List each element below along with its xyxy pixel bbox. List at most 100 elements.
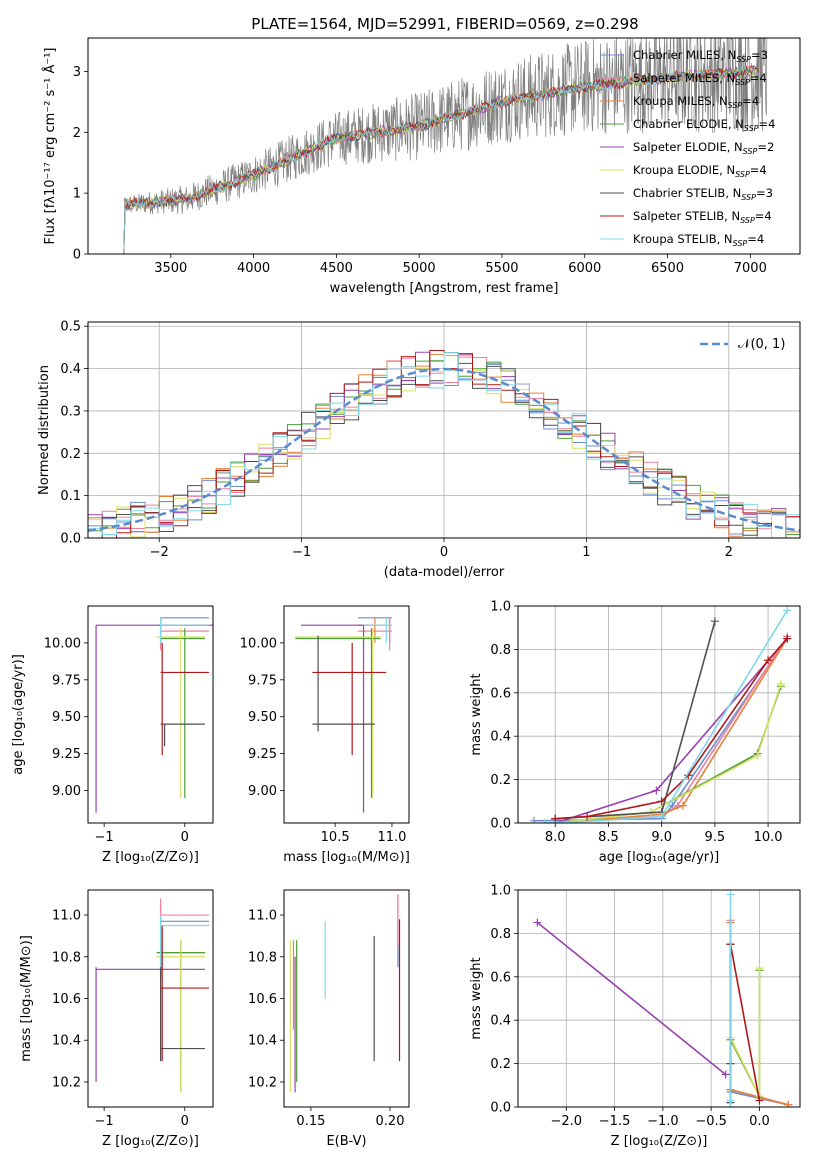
- axes-frame: [517, 889, 801, 1108]
- x-tick-label: 4000: [237, 261, 270, 276]
- x-tick-label: 0: [181, 1114, 189, 1129]
- y-tick-label: 0.2: [490, 773, 511, 788]
- x-tick-label: 0.0: [749, 1114, 770, 1129]
- axes-massweight-vs-age: 8.0 8.5 9.0 9.5 10.0 0.0 0.2 0.4 0.6 0.8 1.0 age [l…: [469, 600, 801, 865]
- y-tick-label: 9.50: [248, 710, 277, 725]
- mass-weight-marker-7: [657, 797, 666, 806]
- legend-label: Salpeter ELODIE, NSSP=2: [633, 140, 774, 156]
- y-tick-label: 0.2: [490, 1057, 511, 1072]
- axes-age-vs-mass: 10.5 11.0 9.00 9.25 9.50 9.75 10.00 mass [log₁₀…: [240, 605, 410, 865]
- x-tick-label: 0: [440, 545, 448, 560]
- x-axis-label: age [log₁₀(age/yr)]: [599, 850, 720, 865]
- mass-weight-marker-2: [678, 801, 687, 810]
- x-axis-label: Z [log₁₀(Z/Z⊙)]: [611, 1134, 708, 1149]
- mass-weight-marker-7: [764, 656, 773, 665]
- y-tick-label: 10.6: [52, 992, 81, 1007]
- y-tick-label: 10.4: [248, 1034, 277, 1049]
- legend-label: Salpeter MILES, NSSP=4: [633, 71, 767, 87]
- y-tick-label: 0: [73, 248, 81, 263]
- x-axis-label: wavelength [Angstrom, rest frame]: [330, 281, 559, 296]
- mass-weight-marker-6: [710, 617, 719, 626]
- y-axis-label: Flux [fλ10⁻¹⁷ erg cm⁻² s⁻¹ Å⁻¹]: [42, 48, 58, 245]
- axes-frame: [283, 605, 410, 824]
- plot-area-age-vs-Z: [95, 617, 213, 813]
- x-tick-label: −1: [95, 1114, 114, 1129]
- mass-weight-marker-8: [726, 1103, 735, 1107]
- legend-label: Kroupa STELIB, NSSP=4: [633, 232, 764, 248]
- mass-weight-marker-4: [721, 1070, 730, 1079]
- y-axis-label: mass weight: [469, 673, 484, 755]
- plot-area-mass-vs-Z: [95, 898, 209, 1093]
- x-tick-label: 3500: [154, 261, 187, 276]
- plot-area-residuals: [88, 350, 800, 538]
- x-tick-label: 2: [725, 545, 733, 560]
- y-tick-label: 11.0: [52, 909, 81, 924]
- y-tick-label: 0.0: [490, 1101, 511, 1116]
- mass-weight-marker-7: [755, 1096, 764, 1105]
- axes-mass-vs-Z: −1 0 10.2 10.4 10.6 10.8 11.0 Z [log₁₀(Z/Z⊙)] ma…: [19, 889, 214, 1149]
- mass-weight-line-2: [555, 638, 788, 823]
- y-tick-label: 0.6: [490, 970, 511, 985]
- y-tick-label: 9.00: [52, 784, 81, 799]
- x-tick-label: 9.0: [651, 830, 672, 845]
- x-tick-label: −1: [95, 830, 114, 845]
- y-tick-label: 9.25: [248, 747, 277, 762]
- x-tick-label: −1.0: [647, 1114, 679, 1129]
- plot-area-massweight-vs-Z: [533, 890, 793, 1107]
- y-tick-label: 1: [73, 187, 81, 202]
- y-tick-label: 0.1: [60, 489, 81, 504]
- x-tick-label: 0.15: [296, 1114, 325, 1129]
- y-tick-label: 9.00: [248, 784, 277, 799]
- y-tick-label: 0.4: [490, 730, 511, 745]
- legend-gaussian-label: 𝒩(0, 1): [738, 337, 785, 352]
- axes-frame: [517, 605, 801, 824]
- mass-weight-marker-8: [726, 890, 735, 899]
- mass-weight-marker-8: [593, 816, 602, 823]
- x-tick-label: −2.0: [550, 1114, 582, 1129]
- y-axis-label: age [log₁₀(age/yr)]: [11, 654, 26, 775]
- legend-label: Kroupa MILES, NSSP=4: [633, 94, 759, 110]
- x-tick-label: 10.5: [321, 830, 350, 845]
- mass-weight-marker-0: [529, 816, 538, 823]
- axes-spectrum: 3500 4000 4500 5000 5500 6000 6500 7000 0 1 2 3 wave…: [42, 37, 801, 296]
- legend-label: Chabrier STELIB, NSSP=3: [633, 186, 773, 202]
- mass-weight-marker-5: [776, 680, 785, 689]
- y-tick-label: 0.8: [490, 927, 511, 942]
- mass-weight-marker-7: [551, 814, 560, 823]
- residual-histogram-8: [88, 352, 800, 538]
- y-tick-label: 9.25: [52, 747, 81, 762]
- y-tick-label: 0.6: [490, 686, 511, 701]
- mass-weight-marker-4: [652, 786, 661, 795]
- x-tick-label: 1: [582, 545, 590, 560]
- axes-frame: [87, 889, 214, 1108]
- mass-weight-line-7: [729, 944, 761, 1101]
- legend-label: Chabrier MILES, NSSP=3: [633, 48, 768, 64]
- y-tick-label: 10.00: [240, 636, 277, 651]
- y-tick-label: 0.0: [60, 532, 81, 547]
- x-tick-label: 10.0: [754, 830, 783, 845]
- mass-weight-marker-8: [540, 819, 549, 823]
- mass-weight-marker-8: [783, 606, 792, 615]
- legend-label: Salpeter STELIB, NSSP=4: [633, 209, 772, 225]
- x-tick-label: −1: [292, 545, 311, 560]
- y-tick-label: 11.0: [248, 909, 277, 924]
- x-axis-label: mass [log₁₀(M/M⊙)]: [283, 850, 410, 865]
- y-axis-label: Normed distribution: [37, 365, 52, 495]
- axes-frame: [87, 37, 801, 255]
- y-tick-label: 3: [73, 65, 81, 80]
- y-tick-label: 2: [73, 126, 81, 141]
- y-tick-label: 10.2: [248, 1075, 277, 1090]
- y-tick-label: 10.8: [52, 950, 81, 965]
- y-tick-label: 0.4: [60, 362, 81, 377]
- x-tick-label: −1.5: [599, 1114, 631, 1129]
- x-tick-label: 9.5: [705, 830, 726, 845]
- x-tick-label: 4500: [320, 261, 353, 276]
- y-tick-label: 0.3: [60, 404, 81, 419]
- y-tick-label: 0.0: [490, 817, 511, 832]
- y-tick-label: 1.0: [490, 884, 511, 899]
- mass-weight-marker-8: [657, 812, 666, 821]
- y-tick-label: 10.6: [248, 992, 277, 1007]
- plot-area-massweight-vs-age: [529, 606, 792, 823]
- mass-weight-line-4: [536, 921, 727, 1076]
- y-tick-label: 0.5: [60, 320, 81, 335]
